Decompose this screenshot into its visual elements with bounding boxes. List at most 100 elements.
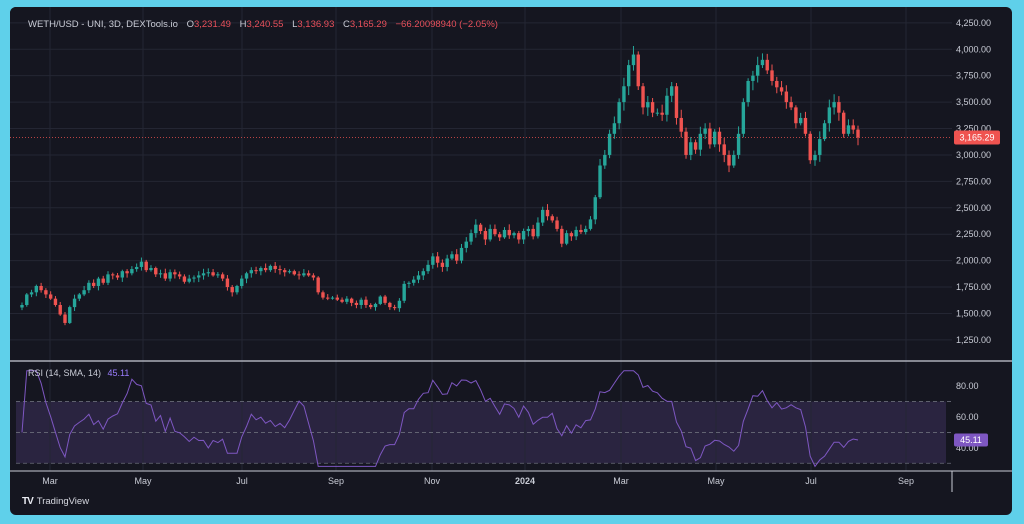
candle-body (660, 112, 664, 115)
candle-body (168, 272, 172, 279)
candle-body (287, 271, 292, 273)
candle-body (445, 258, 449, 267)
candle-body (841, 112, 846, 134)
candle-body (106, 274, 110, 283)
candle-body (545, 209, 550, 217)
candle-body (631, 54, 636, 66)
chart-canvas[interactable]: 1,250.00 1,500.00 1,750.00 2,000.00 2,250.00… (10, 7, 1012, 515)
price-pane[interactable] (10, 7, 952, 362)
candle-body (722, 144, 726, 155)
candle-body (440, 262, 445, 267)
candle-body (822, 123, 827, 140)
time-tick-label: Jul (236, 476, 248, 486)
candle-body (574, 229, 578, 237)
candle-body (29, 292, 34, 295)
candle-body (655, 112, 660, 114)
candle-body (679, 117, 683, 132)
candle-body (326, 297, 330, 299)
candle-body (125, 271, 129, 274)
candlestick-series (20, 46, 860, 326)
candle-body (130, 269, 134, 274)
candle-body (397, 300, 402, 309)
time-tick-label: Sep (898, 476, 914, 486)
time-axis[interactable]: Mar May Jul Sep Nov 2024 Mar May Jul Sep (42, 476, 914, 486)
candle-body (87, 282, 91, 291)
candle-body (259, 268, 263, 272)
candle-body (254, 270, 258, 272)
candle-body (746, 80, 750, 103)
candle-body (206, 272, 211, 274)
candle-body (856, 129, 860, 138)
candle-body (832, 102, 836, 108)
candle-body (364, 299, 368, 305)
candle-body (192, 277, 196, 279)
candle-body (693, 142, 698, 150)
candle-body (512, 233, 516, 236)
tradingview-logo[interactable]: TV TradingView (22, 496, 89, 507)
candle-body (68, 307, 72, 323)
candle-body (235, 285, 239, 293)
candle-body (450, 254, 454, 259)
candle-body (469, 233, 473, 242)
rsi-axis[interactable]: 40.00 60.00 80.00 (956, 381, 979, 453)
candle-body (249, 270, 254, 274)
candle-body (751, 75, 755, 81)
candle-body (813, 154, 817, 161)
price-tick-label: 4,250.00 (956, 18, 991, 28)
rsi-title[interactable]: RSI (14, SMA, 14) (28, 368, 102, 378)
rsi-tick-label: 40.00 (956, 443, 979, 453)
candle-body (407, 282, 411, 284)
candle-body (335, 297, 339, 300)
candle-body (349, 298, 354, 303)
candle-body (177, 274, 182, 277)
candle-body (765, 59, 769, 71)
price-tick-label: 4,000.00 (956, 44, 991, 54)
candle-body (412, 279, 416, 283)
symbol-title[interactable]: WETH/USD - UNI, 3D, DEXTools.io (28, 19, 178, 30)
candle-body (63, 314, 67, 323)
candle-body (669, 86, 674, 96)
candle-body (483, 231, 488, 240)
price-tick-label: 2,000.00 (956, 256, 991, 266)
candle-body (617, 102, 621, 124)
candle-body (139, 261, 144, 267)
candle-body (39, 285, 43, 291)
candle-body (292, 271, 296, 275)
candle-body (345, 298, 349, 302)
candle-body (392, 307, 397, 309)
candle-body (297, 274, 301, 276)
candle-body (665, 95, 669, 115)
candle-body (58, 304, 62, 315)
candle-body (268, 265, 273, 271)
change-value: −66.20098940 (−2.05%) (395, 19, 498, 30)
chart-frame: 1,250.00 1,500.00 1,750.00 2,000.00 2,250.00… (10, 7, 1012, 515)
candle-body (837, 102, 841, 113)
candle-body (77, 294, 82, 299)
candle-body (273, 265, 277, 270)
symbol-legend[interactable]: WETH/USD - UNI, 3D, DEXTools.io O3,231.4… (28, 19, 498, 30)
candle-body (25, 294, 29, 305)
candle-body (555, 220, 559, 229)
candle-body (517, 233, 521, 240)
price-tick-label: 1,500.00 (956, 308, 991, 318)
candle-body (101, 278, 105, 283)
candle-body (302, 273, 306, 276)
rsi-legend[interactable]: RSI (14, SMA, 14) 45.11 (28, 368, 129, 378)
candle-body (689, 142, 693, 155)
rsi-tick-label: 80.00 (956, 381, 979, 391)
candle-body (736, 133, 741, 155)
candle-body (474, 224, 478, 234)
price-axis[interactable]: 1,250.00 1,500.00 1,750.00 2,000.00 2,250.00… (956, 18, 991, 345)
candle-body (426, 264, 430, 272)
current-price-badge: 3,165.29 (954, 130, 1000, 145)
candle-body (698, 133, 703, 150)
price-tick-label: 3,000.00 (956, 150, 991, 160)
candle-body (96, 278, 101, 286)
candle-body (641, 86, 645, 108)
time-tick-label: Jul (805, 476, 817, 486)
candle-body (703, 128, 707, 134)
candle-body (134, 266, 139, 270)
candle-body (775, 80, 779, 88)
open-label: O (186, 19, 194, 30)
candle-body (784, 91, 789, 103)
